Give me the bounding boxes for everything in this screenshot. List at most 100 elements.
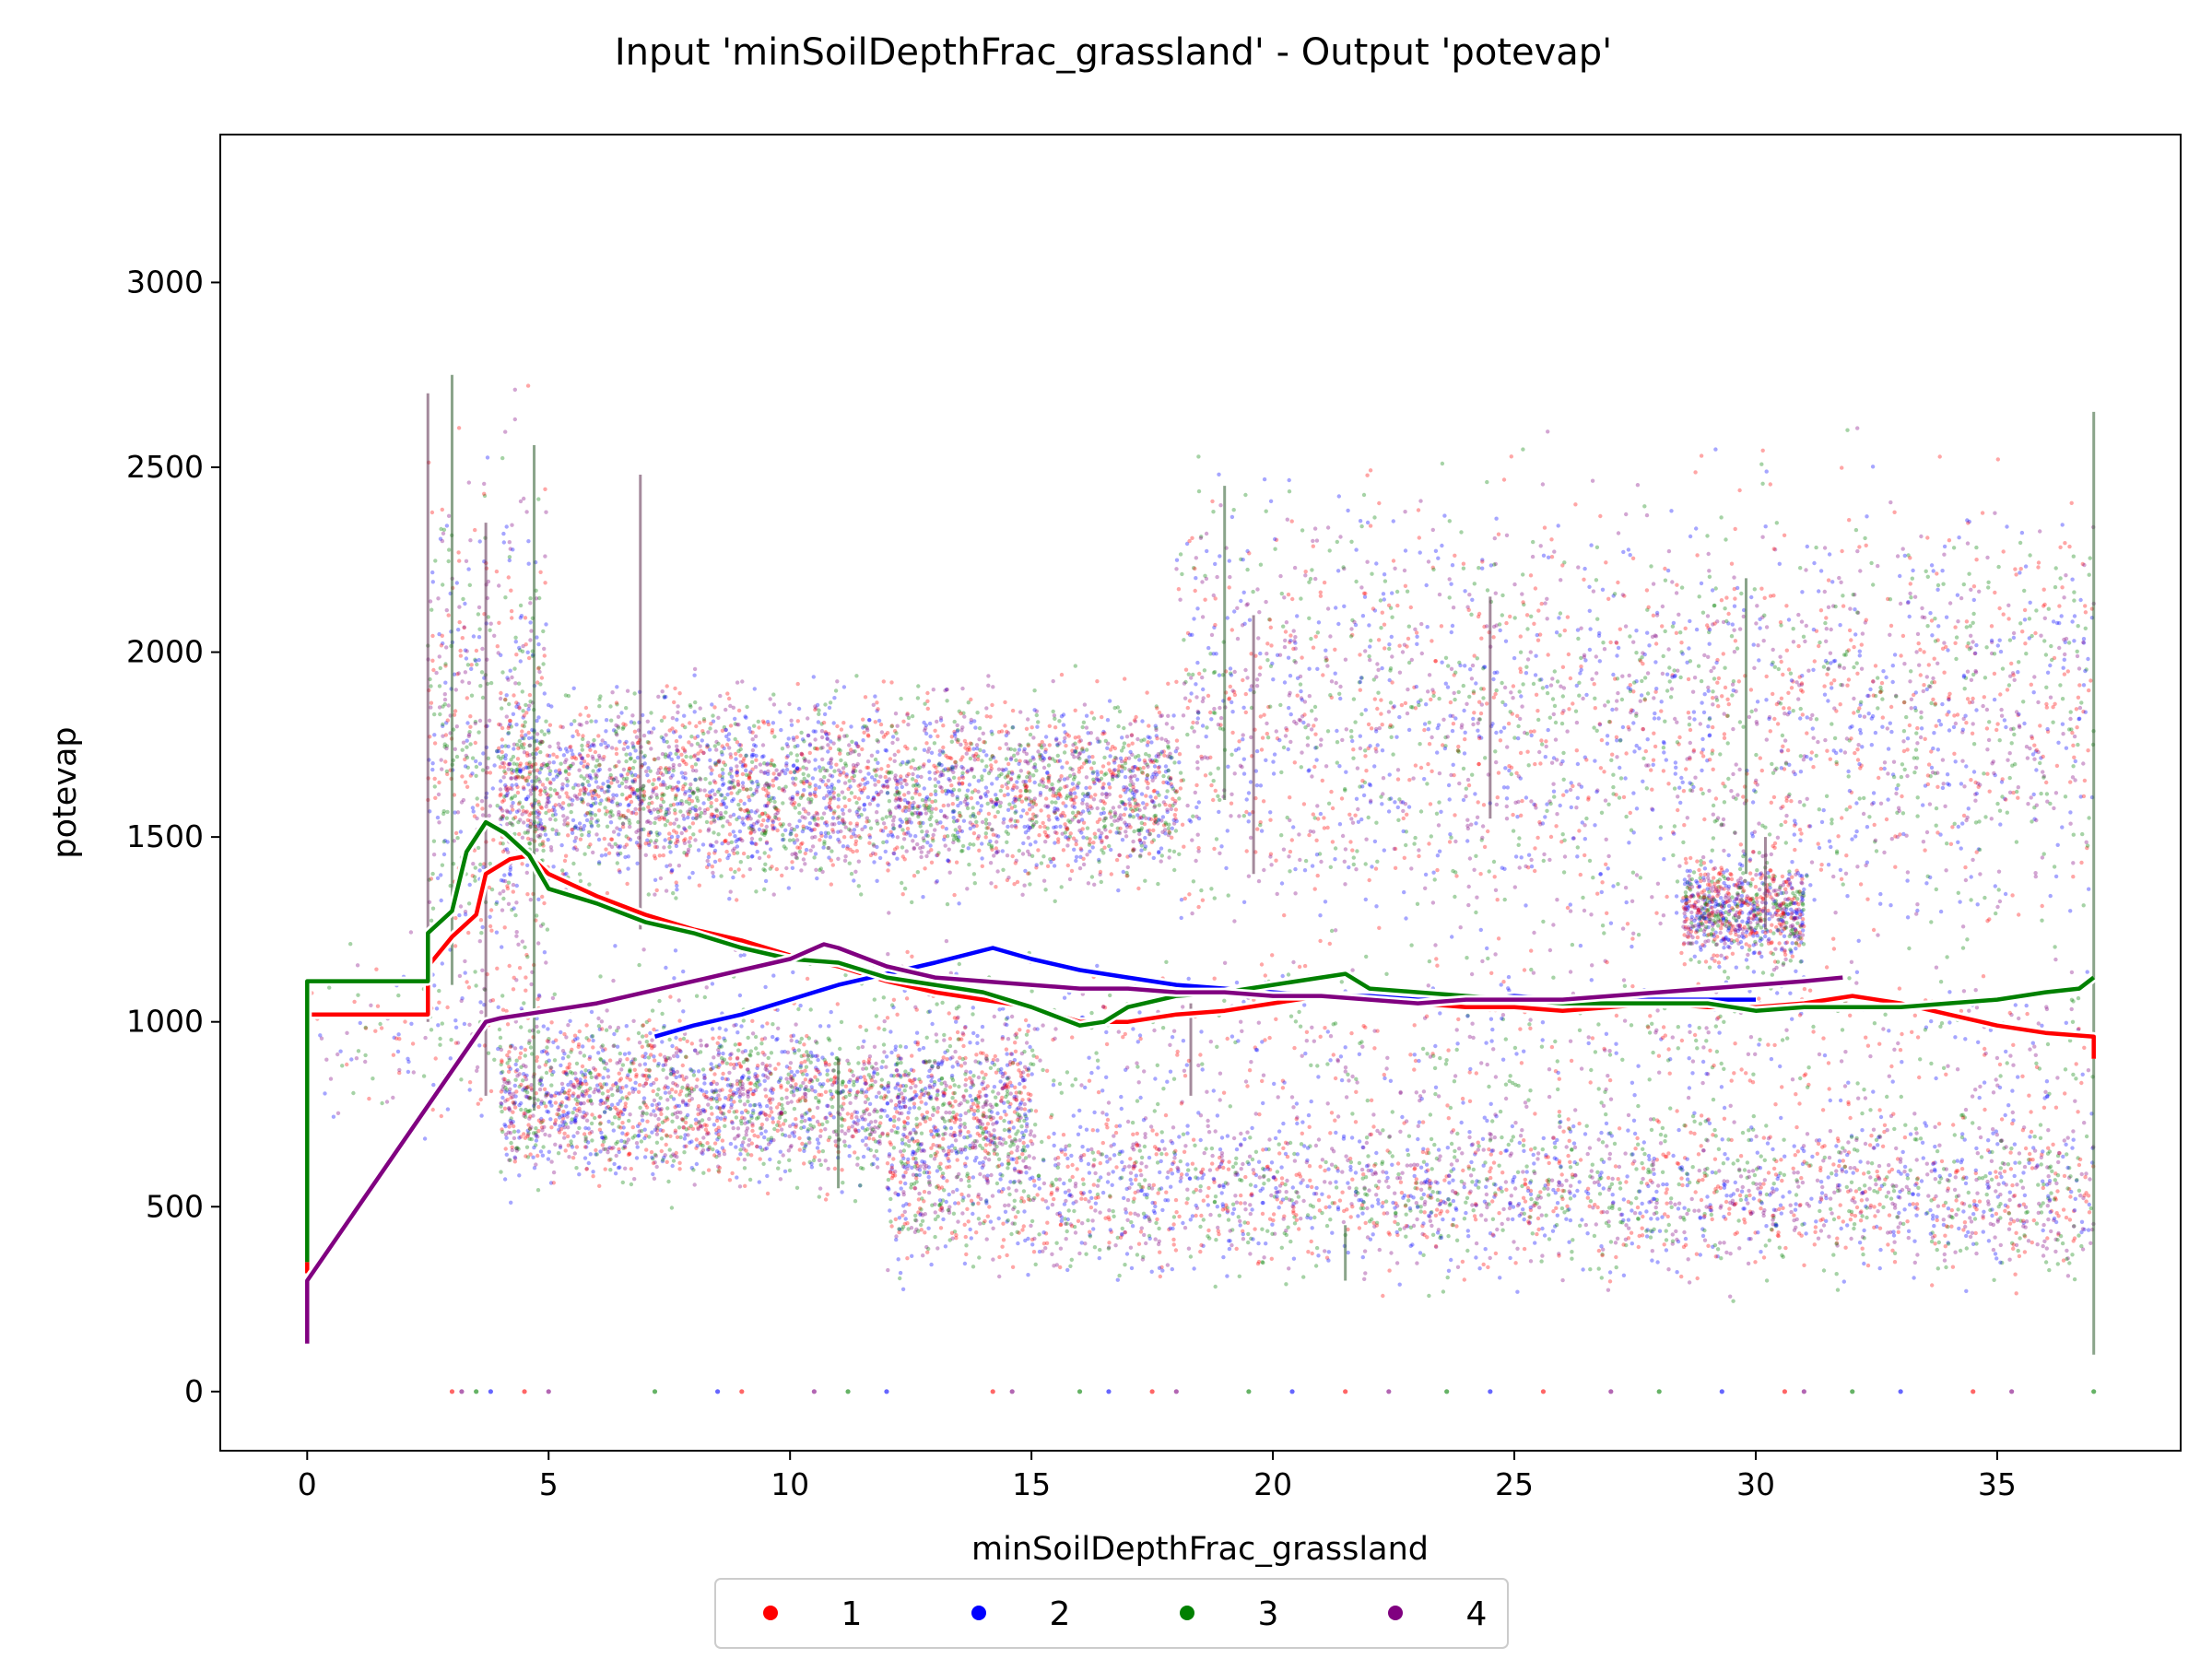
scatter-point xyxy=(901,719,906,724)
scatter-point xyxy=(1429,697,1433,702)
scatter-point xyxy=(982,768,987,772)
scatter-point xyxy=(1665,672,1670,677)
scatter-point xyxy=(537,810,542,816)
scatter-point xyxy=(717,759,722,763)
scatter-point xyxy=(510,804,514,808)
scatter-point xyxy=(1753,708,1759,712)
scatter-point xyxy=(1351,756,1356,760)
scatter-point xyxy=(1602,647,1607,652)
scatter-point xyxy=(711,713,715,718)
scatter-point xyxy=(698,706,702,711)
scatter-point xyxy=(747,866,752,872)
scatter-point xyxy=(1230,730,1235,735)
scatter-point xyxy=(960,843,966,849)
scatter-point xyxy=(1025,774,1030,780)
scatter-point xyxy=(536,821,541,826)
scatter-point xyxy=(688,721,692,725)
scatter-point xyxy=(1125,865,1131,870)
scatter-point xyxy=(721,760,726,765)
scatter-point xyxy=(556,741,560,746)
scatter-point xyxy=(1295,614,1300,618)
scatter-point xyxy=(900,784,904,790)
scatter-point xyxy=(1402,568,1407,573)
scatter-point xyxy=(920,830,924,834)
scatter-point xyxy=(1535,709,1540,713)
scatter-point xyxy=(1288,739,1293,745)
scatter-point xyxy=(707,827,712,831)
scatter-point xyxy=(1128,825,1133,830)
scatter-point xyxy=(1094,776,1100,781)
scatter-point xyxy=(1037,782,1042,787)
scatter-point xyxy=(1779,822,1783,828)
scatter-point xyxy=(1606,596,1611,601)
scatter-point xyxy=(651,788,655,793)
scatter-point xyxy=(1905,736,1911,741)
scatter-point xyxy=(1081,862,1087,867)
scatter-point xyxy=(584,720,589,725)
scatter-point xyxy=(1152,764,1158,769)
scatter-point xyxy=(819,816,825,820)
scatter-point xyxy=(848,821,853,826)
scatter-point xyxy=(1133,719,1138,724)
scatter-point xyxy=(698,814,702,819)
scatter-point xyxy=(813,783,818,788)
scatter-point xyxy=(1969,677,1974,682)
scatter-point xyxy=(1855,671,1860,676)
scatter-point xyxy=(1102,731,1107,735)
scatter-point xyxy=(969,717,974,723)
scatter-point xyxy=(1994,911,1998,916)
scatter-point xyxy=(1797,828,1803,832)
scatter-point xyxy=(586,713,591,718)
scatter-point xyxy=(1297,964,1302,970)
scatter-point xyxy=(1161,800,1167,805)
scatter-point xyxy=(1014,825,1018,830)
scatter-point xyxy=(684,853,689,858)
scatter-point xyxy=(974,819,979,824)
scatter-point xyxy=(1038,793,1043,797)
scatter-point xyxy=(1010,724,1016,730)
scatter-point xyxy=(941,724,946,728)
scatter-point xyxy=(738,753,743,758)
scatter-point xyxy=(784,755,789,759)
scatter-point xyxy=(836,747,841,752)
scatter-point xyxy=(1551,712,1557,717)
scatter-point xyxy=(766,769,771,774)
scatter-point xyxy=(659,815,665,820)
scatter-point xyxy=(1365,559,1370,564)
scatter-point xyxy=(1047,743,1053,747)
scatter-point xyxy=(1285,728,1289,733)
scatter-point xyxy=(760,743,766,747)
scatter-point xyxy=(712,792,717,797)
scatter-point xyxy=(1139,770,1145,774)
scatter-point xyxy=(1312,764,1317,770)
scatter-point xyxy=(2070,730,2075,735)
scatter-point xyxy=(574,847,580,853)
scatter-point xyxy=(771,702,777,707)
scatter-point xyxy=(1491,624,1497,629)
scatter-point xyxy=(521,808,526,814)
scatter-point xyxy=(1999,707,2004,712)
scatter-point xyxy=(906,790,911,795)
scatter-point xyxy=(1149,798,1155,803)
scatter-point xyxy=(951,837,957,841)
scatter-point xyxy=(1205,548,1209,554)
scatter-point xyxy=(1142,821,1147,827)
scatter-point xyxy=(592,737,596,743)
scatter-point xyxy=(528,792,534,796)
scatter-point xyxy=(2072,639,2077,643)
scatter-point xyxy=(876,707,880,712)
scatter-point xyxy=(960,686,965,691)
scatter-point xyxy=(1674,911,1679,915)
scatter-point xyxy=(503,756,508,761)
scatter-point xyxy=(1128,813,1133,818)
scatter-point xyxy=(756,782,760,787)
scatter-point xyxy=(802,739,806,744)
scatter-point xyxy=(2042,616,2047,620)
scatter-point xyxy=(1241,757,1247,761)
scatter-point xyxy=(690,816,696,820)
scatter-point xyxy=(726,696,732,701)
scatter-point xyxy=(924,830,929,834)
scatter-point xyxy=(793,841,797,845)
scatter-point xyxy=(701,731,706,736)
scatter-point xyxy=(1080,827,1085,831)
